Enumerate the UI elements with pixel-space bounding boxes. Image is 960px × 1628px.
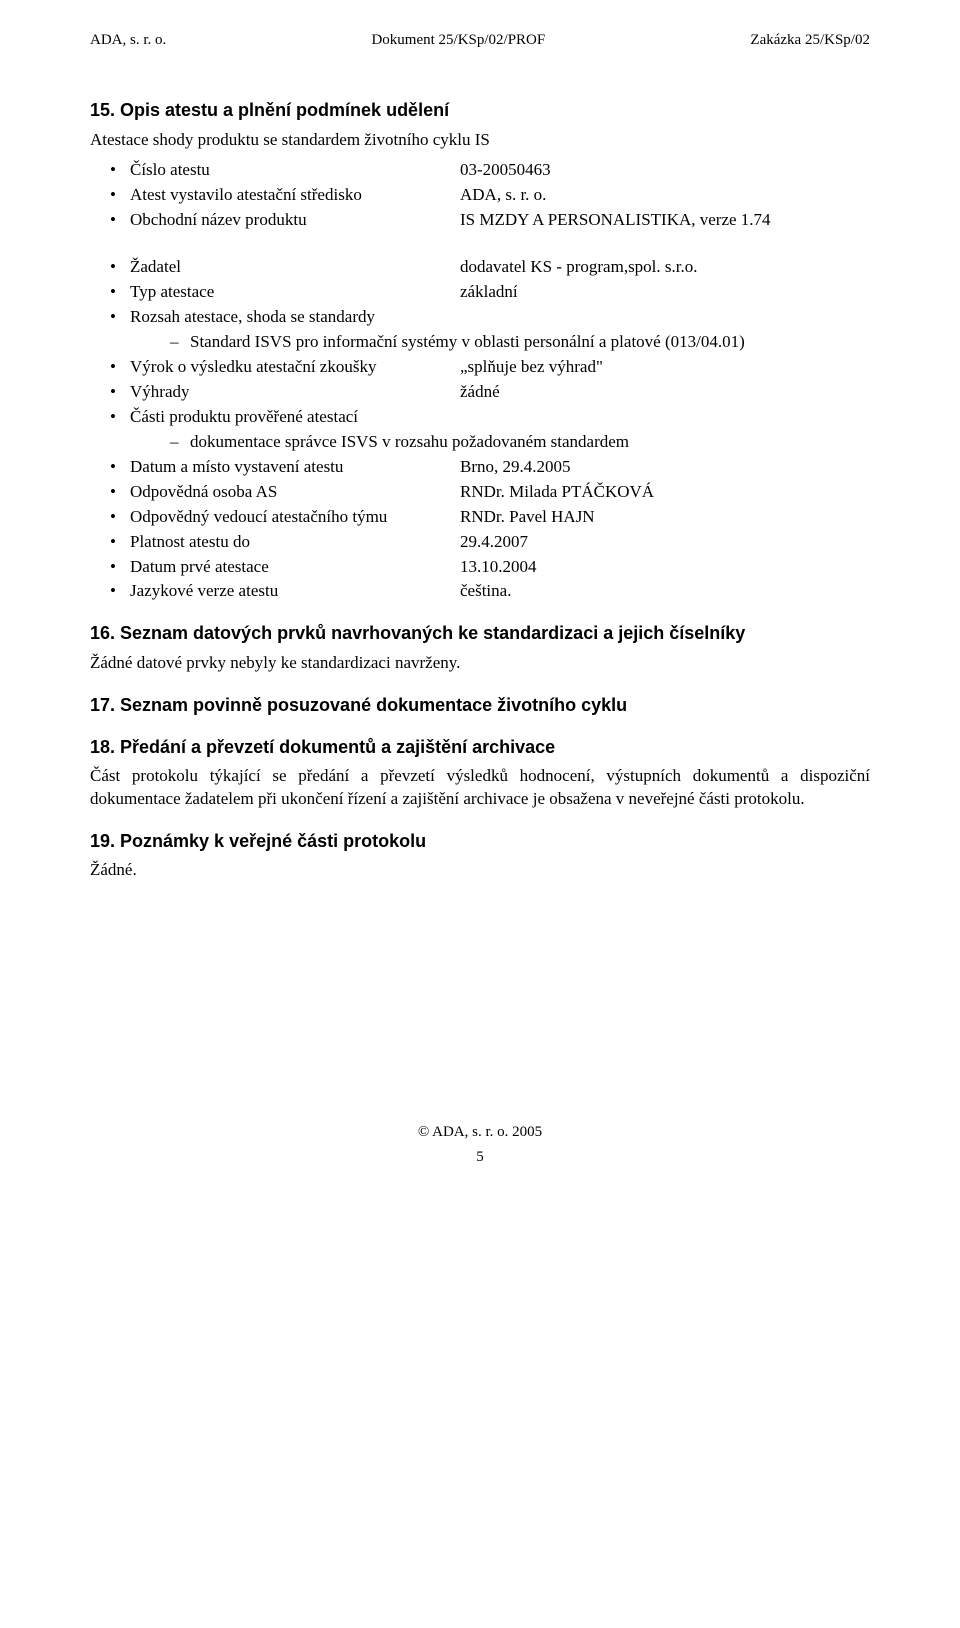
section-15-subhead: Atestace shody produktu se standardem ži… [90, 129, 870, 152]
item-value: Brno, 29.4.2005 [460, 456, 870, 479]
item-label: Obchodní název produktu [130, 209, 460, 232]
section-17-title: 17. Seznam povinně posuzované dokumentac… [90, 693, 870, 717]
list-item: Žadatel dodavatel KS - program,spol. s.r… [90, 256, 870, 279]
list-item: Jazykové verze atestu čeština. [90, 580, 870, 603]
list-item: Obchodní název produktu IS MZDY A PERSON… [90, 209, 870, 232]
page-header: ADA, s. r. o. Dokument 25/KSp/02/PROF Za… [90, 30, 870, 50]
header-center: Dokument 25/KSp/02/PROF [371, 30, 545, 50]
footer-page-number: 5 [90, 1147, 870, 1167]
section-19-body: Žádné. [90, 859, 870, 882]
item-label: Jazykové verze atestu [130, 580, 460, 603]
section-15-main-list: Žadatel dodavatel KS - program,spol. s.r… [90, 256, 870, 603]
item-value: RNDr. Pavel HAJN [460, 506, 870, 529]
list-item: Výhrady žádné [90, 381, 870, 404]
section-15-top-list: Číslo atestu 03-20050463 Atest vystavilo… [90, 159, 870, 232]
item-value: 29.4.2007 [460, 531, 870, 554]
list-item: Atest vystavilo atestační středisko ADA,… [90, 184, 870, 207]
item-label: Odpovědná osoba AS [130, 481, 460, 504]
item-label: Rozsah atestace, shoda se standardy [130, 307, 375, 326]
item-label: Žadatel [130, 256, 460, 279]
list-item: Odpovědný vedoucí atestačního týmu RNDr.… [90, 506, 870, 529]
item-label: Výrok o výsledku atestační zkoušky [130, 356, 460, 379]
section-16-body: Žádné datové prvky nebyly ke standardiza… [90, 652, 870, 675]
item-value: 13.10.2004 [460, 556, 870, 579]
list-item: Datum a místo vystavení atestu Brno, 29.… [90, 456, 870, 479]
section-18-title: 18. Předání a převzetí dokumentů a zajiš… [90, 735, 870, 759]
item-label: Platnost atestu do [130, 531, 460, 554]
list-item: Rozsah atestace, shoda se standardy Stan… [90, 306, 870, 354]
dash-item: Standard ISVS pro informační systémy v o… [130, 331, 870, 354]
item-value: ADA, s. r. o. [460, 184, 870, 207]
dash-item: dokumentace správce ISVS v rozsahu požad… [130, 431, 870, 454]
list-item: Datum prvé atestace 13.10.2004 [90, 556, 870, 579]
item-value: 03-20050463 [460, 159, 870, 182]
item-value: dodavatel KS - program,spol. s.r.o. [460, 256, 870, 279]
list-item: Číslo atestu 03-20050463 [90, 159, 870, 182]
item-value: „splňuje bez výhrad" [460, 356, 870, 379]
item-label: Atest vystavilo atestační středisko [130, 184, 460, 207]
item-label: Části produktu prověřené atestací [130, 407, 358, 426]
item-value: žádné [460, 381, 870, 404]
item-label: Datum prvé atestace [130, 556, 460, 579]
section-16-title: 16. Seznam datových prvků navrhovaných k… [90, 621, 870, 645]
item-value: RNDr. Milada PTÁČKOVÁ [460, 481, 870, 504]
item-label: Výhrady [130, 381, 460, 404]
item-value: čeština. [460, 580, 870, 603]
list-item: Platnost atestu do 29.4.2007 [90, 531, 870, 554]
item-label: Typ atestace [130, 281, 460, 304]
item-label: Datum a místo vystavení atestu [130, 456, 460, 479]
item-label: Odpovědný vedoucí atestačního týmu [130, 506, 460, 529]
list-item: Odpovědná osoba AS RNDr. Milada PTÁČKOVÁ [90, 481, 870, 504]
section-18-body: Část protokolu týkající se předání a pře… [90, 765, 870, 811]
header-right: Zakázka 25/KSp/02 [750, 30, 870, 50]
item-value: IS MZDY A PERSONALISTIKA, verze 1.74 [460, 209, 870, 232]
section-15-title: 15. Opis atestu a plnění podmínek udělen… [90, 98, 870, 122]
header-left: ADA, s. r. o. [90, 30, 166, 50]
list-item: Typ atestace základní [90, 281, 870, 304]
footer-copyright: © ADA, s. r. o. 2005 [90, 1122, 870, 1142]
list-item: Výrok o výsledku atestační zkoušky „splň… [90, 356, 870, 379]
section-19-title: 19. Poznámky k veřejné části protokolu [90, 829, 870, 853]
item-value: základní [460, 281, 870, 304]
list-item: Části produktu prověřené atestací dokume… [90, 406, 870, 454]
item-label: Číslo atestu [130, 159, 460, 182]
